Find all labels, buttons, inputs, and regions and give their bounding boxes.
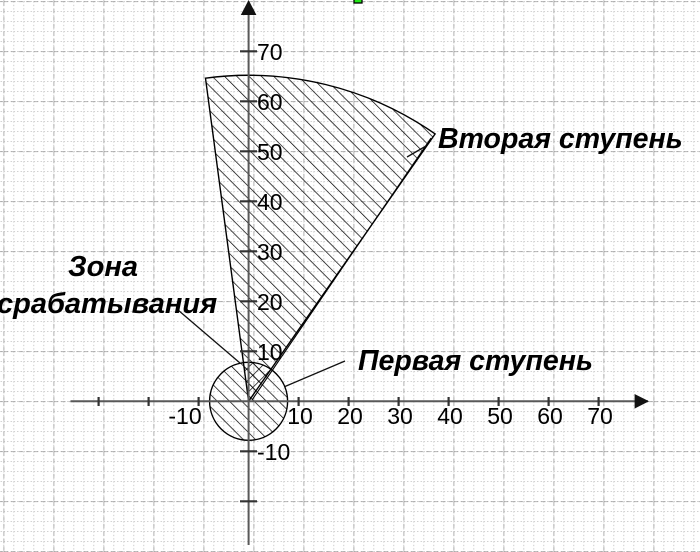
svg-text:70: 70 xyxy=(587,403,613,429)
svg-text:10: 10 xyxy=(287,403,313,429)
svg-text:60: 60 xyxy=(257,89,283,115)
svg-text:10: 10 xyxy=(257,339,283,365)
svg-text:Зона: Зона xyxy=(68,251,138,283)
svg-text:50: 50 xyxy=(257,139,283,165)
svg-text:20: 20 xyxy=(257,289,283,315)
svg-text:50: 50 xyxy=(487,403,513,429)
svg-text:Вторая ступень: Вторая ступень xyxy=(438,123,683,155)
svg-text:срабатывания: срабатывания xyxy=(0,288,217,320)
svg-text:30: 30 xyxy=(257,239,283,265)
svg-text:-10: -10 xyxy=(168,403,201,429)
svg-text:60: 60 xyxy=(537,403,563,429)
svg-text:70: 70 xyxy=(257,39,283,65)
svg-text:-10: -10 xyxy=(257,439,290,465)
svg-text:20: 20 xyxy=(337,403,363,429)
svg-text:40: 40 xyxy=(257,189,283,215)
svg-text:40: 40 xyxy=(437,403,463,429)
svg-text:Первая ступень: Первая ступень xyxy=(358,345,593,377)
svg-text:30: 30 xyxy=(387,403,413,429)
